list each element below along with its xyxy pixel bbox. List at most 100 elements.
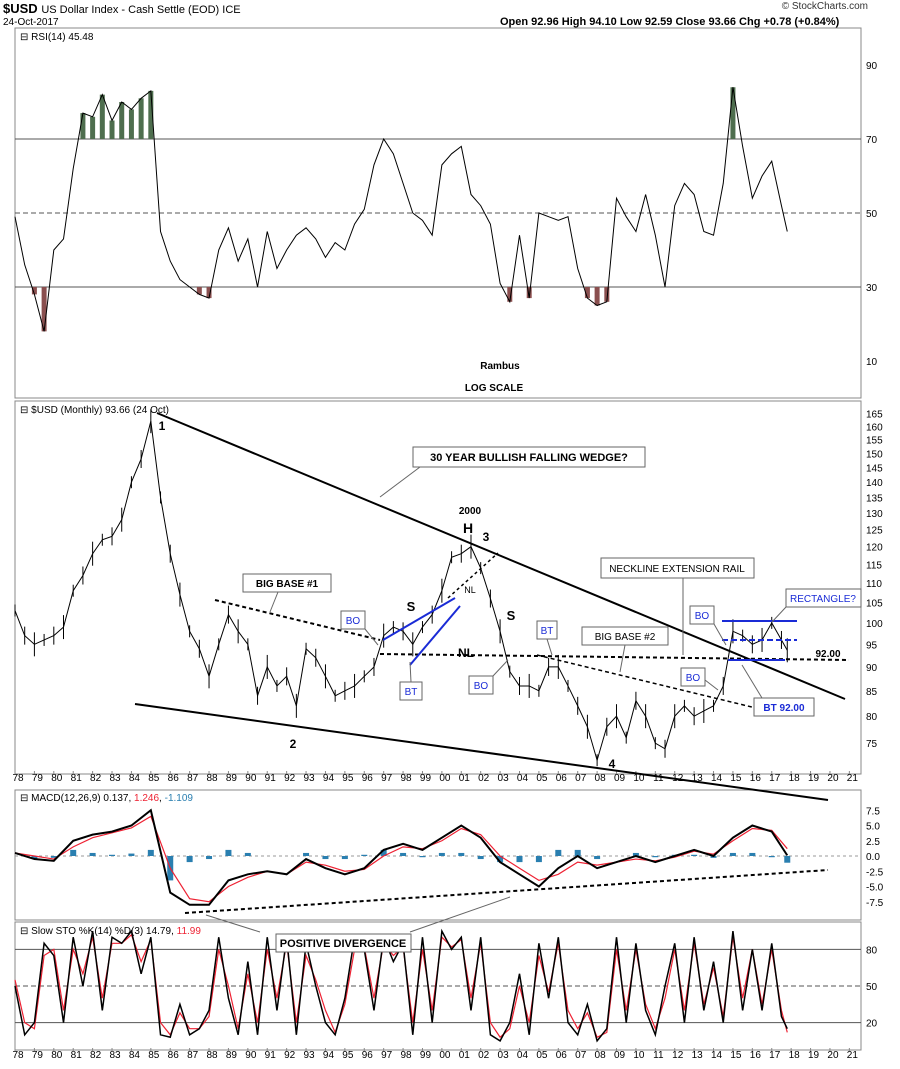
macd-hist-bar	[516, 856, 523, 863]
stoch-tick-label: 20	[866, 1019, 878, 1030]
bt-92-pointer	[741, 664, 763, 699]
x-tick-label: 08	[595, 1050, 607, 1061]
x-tick-label: 85	[148, 773, 160, 784]
neckline-small-label: NL	[464, 585, 476, 595]
level-92-label: 92.00	[815, 649, 840, 660]
right-shoulder-label: S	[507, 608, 516, 623]
macd-tick-label: -2.5	[866, 867, 884, 878]
macd-hist-bar	[555, 849, 562, 856]
price-legend-text: $USD (Monthly) 93.66 (24 Oct)	[31, 405, 169, 416]
x-tick-label: 93	[303, 773, 315, 784]
x-tick-label: 00	[439, 773, 451, 784]
x-tick-label: 11	[653, 1050, 664, 1061]
x-tick-label: 97	[381, 1050, 393, 1061]
macd-hist-bar	[225, 849, 232, 856]
x-tick-label: 06	[556, 1050, 568, 1061]
price-tick-label: 150	[866, 449, 883, 460]
stoch-legend: ⊟ Slow STO %K(14) %D(3) 14.79, 11.99	[20, 926, 201, 937]
macd-tick-label: -7.5	[866, 898, 884, 909]
bo-text-2: BO	[474, 681, 489, 692]
macd-tick-label: 5.0	[866, 822, 880, 833]
rectangle-callout-box	[785, 588, 862, 608]
macd-hist-bar	[147, 849, 154, 856]
x-tick-label: 84	[129, 1050, 141, 1061]
x-tick-label: 81	[71, 1050, 83, 1061]
price-tick-label: 125	[866, 526, 883, 537]
macd-hist-bar	[341, 856, 348, 860]
x-tick-label: 18	[789, 1050, 801, 1061]
macd-tick-label: 2.5	[866, 837, 880, 848]
big-base-1-pointer	[269, 591, 279, 613]
symbol-title: $USD US Dollar Index - Cash Settle (EOD)…	[3, 1, 241, 16]
x-tick-label: 79	[32, 1050, 44, 1061]
macd-hist-bar	[244, 852, 251, 856]
symbol: $USD	[3, 1, 38, 16]
rsi-legend-text: RSI(14) 45.48	[31, 32, 94, 43]
x-axis-labels: 78 79 80 81 82 83 84 85 86 87 88 89 90 91 92 93 94 95 96 97…	[12, 771, 858, 1061]
brand-logo: © StockCharts.com	[781, 1, 868, 12]
x-tick-label: 06	[556, 773, 568, 784]
author-label: Rambus	[480, 361, 520, 372]
bo-pointer-2	[492, 659, 509, 677]
rsi-tick-label: 90	[866, 61, 878, 72]
rsi-legend: ⊟ RSI(14) 45.48	[20, 32, 94, 43]
big-base-2-pointer	[619, 644, 626, 673]
x-tick-label: 87	[187, 1050, 199, 1061]
macd-legend-macd: 0.137	[103, 793, 128, 804]
macd-legend: ⊟ MACD(12,26,9) 0.137, 1.246, -1.109	[20, 793, 193, 804]
bo-pointer-4	[704, 679, 719, 691]
x-tick-label: 92	[284, 773, 296, 784]
x-tick-label: 05	[536, 1050, 548, 1061]
bt-text-2: BT	[405, 687, 418, 698]
price-tick-label: 75	[866, 739, 878, 750]
x-tick-label: 12	[672, 1050, 684, 1061]
x-tick-label: 79	[32, 773, 44, 784]
bt-pointer-2	[409, 661, 412, 683]
macd-hist-bar	[380, 849, 387, 856]
macd-hist-bar	[89, 852, 96, 856]
x-tick-label: 97	[381, 773, 393, 784]
bo-box-2	[468, 675, 494, 695]
macd-hist-bar	[768, 856, 775, 858]
bt-pointer-1	[546, 638, 553, 656]
x-tick-label: 17	[769, 1050, 781, 1061]
price-tick-label: 110	[866, 579, 882, 590]
point-2-label: 2	[290, 737, 297, 751]
x-tick-label: 15	[730, 1050, 742, 1061]
bo-text-3: BO	[695, 611, 710, 622]
macd-hist-bar	[361, 854, 368, 856]
wedge-callout-box	[412, 446, 646, 468]
rsi-layer: 90 70 50 30 10	[14, 61, 878, 368]
x-tick-label: 14	[711, 1050, 723, 1061]
bt-text-1: BT	[541, 626, 554, 637]
price-tick-label: 95	[866, 640, 878, 651]
macd-legend-label: MACD(12,26,9)	[31, 793, 100, 804]
macd-hist-bar	[691, 854, 698, 856]
rsi-tick-label: 70	[866, 135, 878, 146]
x-tick-label: 98	[401, 773, 413, 784]
x-tick-label: 19	[808, 1050, 820, 1061]
neckline-rail-text: NECKLINE EXTENSION RAIL	[609, 564, 745, 575]
rectangle-pointer	[771, 606, 787, 623]
bt-92-text: BT 92.00	[763, 703, 805, 714]
macd-divergence-line	[184, 869, 829, 914]
x-tick-label: 10	[633, 773, 645, 784]
x-tick-label: 95	[342, 1050, 354, 1061]
head-label: H	[463, 520, 473, 536]
macd-hist-bar	[31, 856, 38, 860]
macd-hist-bar	[50, 856, 57, 858]
x-tick-label: 90	[245, 1050, 257, 1061]
neckline-label: NL	[458, 646, 474, 660]
x-tick-label: 14	[711, 773, 723, 784]
macd-hist-bar	[574, 849, 581, 856]
x-tick-label: 99	[420, 1050, 432, 1061]
blue-channel-lower	[409, 605, 461, 666]
macd-hist-bar	[458, 852, 465, 856]
macd-tick-label: 0.0	[866, 852, 880, 863]
rsi-line	[14, 87, 788, 332]
stoch-layer: 80 50 20	[14, 928, 878, 1043]
stoch-tick-label: 80	[866, 945, 878, 956]
wedge-upper-line	[156, 412, 846, 700]
macd-hist-bar	[632, 852, 639, 856]
